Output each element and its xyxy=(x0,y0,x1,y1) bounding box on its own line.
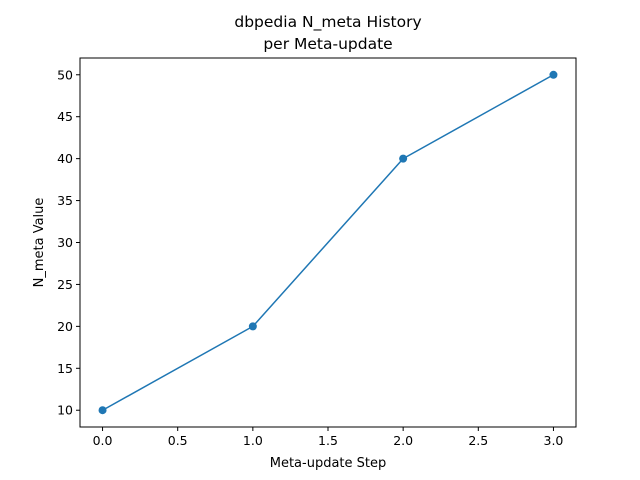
y-tick-label: 30 xyxy=(57,235,73,250)
y-tick-label: 35 xyxy=(57,193,73,208)
chart-title-line-1: dbpedia N_meta History xyxy=(234,13,421,32)
y-axis-label: N_meta Value xyxy=(32,198,47,288)
series-line xyxy=(102,74,554,411)
y-tick-label: 40 xyxy=(57,151,73,166)
x-tick-label: 0.0 xyxy=(93,433,113,448)
x-tick-label: 3.0 xyxy=(544,433,564,448)
x-axis-label: Meta-update Step xyxy=(270,456,387,471)
x-tick-label: 1.0 xyxy=(243,433,263,448)
chart-title-line-2: per Meta-update xyxy=(263,35,392,53)
x-tick-label: 1.5 xyxy=(318,433,338,448)
data-point xyxy=(248,322,257,331)
data-point xyxy=(549,70,558,79)
data-point xyxy=(98,406,107,415)
y-tick-label: 25 xyxy=(57,277,73,292)
x-tick-label: 2.0 xyxy=(393,433,413,448)
y-axis-ticks: 10 15 20 25 30 35 40 45 50 xyxy=(57,67,80,418)
plot-frame xyxy=(79,57,577,428)
y-tick-label: 20 xyxy=(57,319,73,334)
data-point xyxy=(399,154,408,163)
x-axis-ticks: 0.0 0.5 1.0 1.5 2.0 2.5 3.0 xyxy=(93,427,564,448)
x-tick-label: 2.5 xyxy=(468,433,488,448)
x-tick-label: 0.5 xyxy=(168,433,188,448)
y-tick-label: 10 xyxy=(57,403,73,418)
y-tick-label: 15 xyxy=(57,361,73,376)
y-tick-label: 45 xyxy=(57,109,73,124)
plot-series xyxy=(98,70,558,415)
y-tick-label: 50 xyxy=(57,67,73,82)
